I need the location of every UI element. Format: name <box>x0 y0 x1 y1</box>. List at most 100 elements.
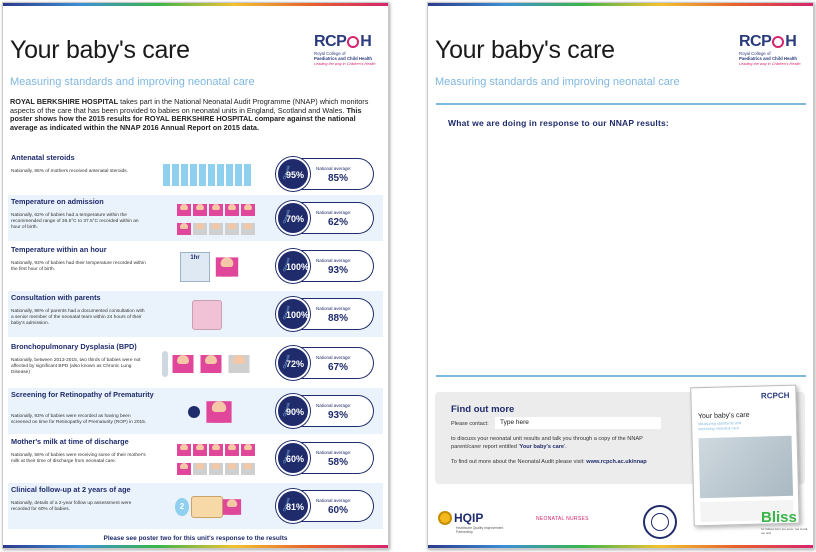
our-unit-value: 70% <box>286 214 305 224</box>
booklet-subtitle: Measuring standards and improving neonat… <box>698 421 742 431</box>
line3-pre: To find out more about the Neonatal Audi… <box>451 459 587 465</box>
intro-bold-text: This poster shows how the 2015 results f… <box>10 105 362 132</box>
nnap-link[interactable]: www.rcpch.ac.uk/nnap <box>586 459 647 465</box>
line2-bold: Your baby's care <box>519 444 564 450</box>
intro-paragraph: ROYAL BERKSHIRE HOSPITAL takes part in t… <box>10 97 382 132</box>
seal-inner-icon <box>651 513 669 531</box>
bottom-color-bar <box>3 545 388 548</box>
our-unit-circle: Our unit 70% <box>276 201 310 235</box>
response-box[interactable]: What we are doing in response to our NNA… <box>436 103 806 377</box>
logo-word-left: RCP <box>314 33 347 50</box>
poster-subtitle: Measuring standards and improving neonat… <box>435 76 680 88</box>
mother-figure-icon <box>163 164 170 186</box>
national-average-value: 62% <box>328 217 349 228</box>
baby-icon <box>200 355 222 373</box>
measure-description: Nationally, 93% of babies had their temp… <box>11 261 146 272</box>
baby-icon <box>209 443 223 456</box>
measure-title: Screening for Retinopathy of Prematurity <box>11 390 154 399</box>
baby-icon <box>215 257 239 277</box>
neonatal-nurses-logo: NEONATAL NURSES <box>536 516 589 522</box>
national-average-value: 60% <box>328 505 349 516</box>
baby-icon <box>241 462 255 475</box>
baby-icon <box>206 401 232 423</box>
our-unit-circle: Our unit 72% <box>276 346 310 380</box>
measure-title: Bronchopulmonary Dysplasia (BPD) <box>11 342 137 351</box>
intro-text: takes part in the National Neonatal Audi… <box>10 97 369 115</box>
national-average-label: National average: <box>316 210 352 215</box>
national-average-label: National average: <box>316 306 352 311</box>
measure-row: Consultation with parents Nationally, 88… <box>8 291 383 337</box>
baby-icon <box>193 203 207 216</box>
baby-icon <box>193 222 207 235</box>
national-average-label: National average: <box>316 258 352 263</box>
baby-icon <box>172 355 194 373</box>
measure-illustration: 1hr <box>148 249 266 285</box>
logo-ring-icon <box>347 36 360 48</box>
our-unit-circle: Our unit 100% <box>276 249 310 283</box>
logo-word-right: H <box>360 33 372 50</box>
measure-row: Bronchopulmonary Dysplasia (BPD) Nationa… <box>8 340 383 386</box>
response-label: What we are doing in response to our NNA… <box>448 118 669 128</box>
measure-illustration: 2 <box>148 489 266 525</box>
mother-figure-icon <box>181 164 188 186</box>
mother-figure-icon <box>199 164 206 186</box>
logo-line-1: Royal College of <box>314 51 346 56</box>
measure-row: Clinical follow-up at 2 years of age Nat… <box>8 483 383 529</box>
baby-icon <box>241 443 255 456</box>
national-average-label: National average: <box>316 498 352 503</box>
hqip-emblem-icon <box>438 511 452 525</box>
national-average-label: National average: <box>316 166 352 171</box>
national-average-value: 58% <box>328 457 349 468</box>
measure-title: Mother's milk at time of discharge <box>11 437 129 446</box>
national-average-value: 93% <box>328 265 349 276</box>
our-unit-value: 72% <box>286 359 305 369</box>
measure-illustration <box>148 157 266 193</box>
national-average-pill: National average: 60% <box>300 490 374 522</box>
national-average-pill: National average: 88% <box>300 298 374 330</box>
find-out-line-1: to discuss your neonatal unit results an… <box>451 436 643 442</box>
baby-icon <box>209 462 223 475</box>
our-unit-circle: Our unit 81% <box>276 489 310 523</box>
contact-field[interactable]: Type here <box>495 417 661 429</box>
intro-hospital: ROYAL BERKSHIRE HOSPITAL <box>10 97 119 106</box>
baby-icon <box>225 462 239 475</box>
rcpch-logo: RCP H Royal College of Paediatrics and Ch… <box>314 33 376 66</box>
hqip-word: HQIP <box>454 511 484 525</box>
poster-results: Your baby's care Measuring standards and… <box>2 2 389 549</box>
mother-figure-icon <box>244 164 251 186</box>
poster-title: Your baby's care <box>435 36 615 64</box>
measure-title: Consultation with parents <box>11 293 101 302</box>
our-unit-value: 95% <box>286 170 305 180</box>
logo-line-2: Paediatrics and Child Health <box>739 56 798 61</box>
line2-post: '. <box>564 444 567 450</box>
baby-icon <box>225 222 239 235</box>
measure-title: Temperature on admission <box>11 197 104 206</box>
measure-row: Antenatal steroids Nationally, 85% of mo… <box>8 151 383 197</box>
measure-description: Nationally, 93% of babies were recorded … <box>11 414 147 425</box>
measure-title: Clinical follow-up at 2 years of age <box>11 485 131 494</box>
seal-logo <box>643 505 677 539</box>
top-color-bar <box>3 3 388 6</box>
our-unit-value: 100% <box>286 262 310 272</box>
our-unit-value: 81% <box>286 502 305 512</box>
follow-up-icon: 2 <box>175 498 189 516</box>
measure-illustration <box>148 297 266 333</box>
measure-title: Temperature within an hour <box>11 245 107 254</box>
find-out-line-2: parent/carer report entitled 'Your baby'… <box>451 443 691 451</box>
mother-figure-icon <box>172 164 179 186</box>
mother-figure-icon <box>226 164 233 186</box>
bliss-logo: Bliss <box>761 509 797 526</box>
measure-row: Temperature within an hour Nationally, 9… <box>8 243 383 289</box>
clock-icon: 1hr <box>180 252 210 282</box>
logo-word-left: RCP <box>739 33 772 50</box>
measure-illustration <box>148 346 266 382</box>
logo-tagline: Leading the way in Children's Health <box>739 62 801 66</box>
poster-response: Your baby's care Measuring standards and… <box>427 2 814 549</box>
top-color-bar <box>428 3 813 6</box>
national-average-value: 85% <box>328 173 349 184</box>
measure-row: Screening for Retinopathy of Prematurity… <box>8 388 383 434</box>
baby-icon <box>241 222 255 235</box>
national-average-label: National average: <box>316 450 352 455</box>
baby-icon <box>225 443 239 456</box>
national-average-pill: National average: 67% <box>300 347 374 379</box>
